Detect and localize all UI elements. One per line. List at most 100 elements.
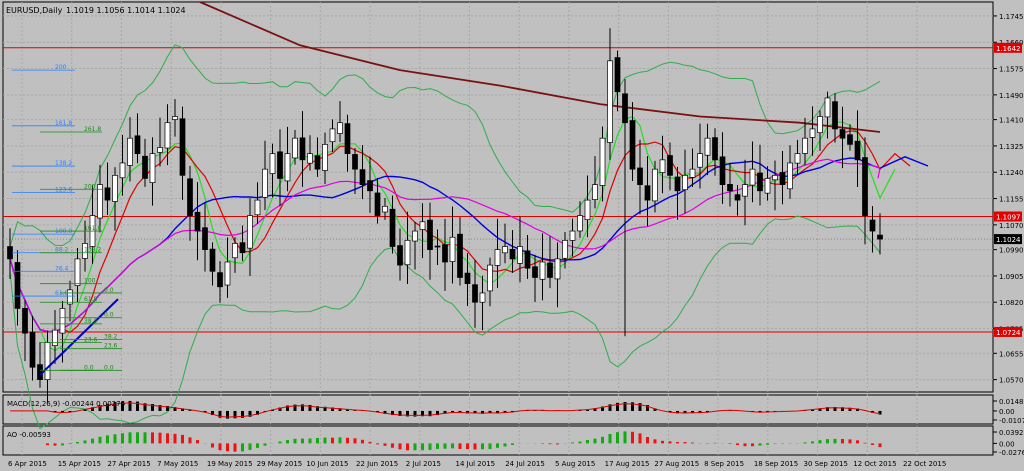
candle-body [697, 153, 703, 168]
candle-body [59, 308, 66, 334]
price-tag-label: 1.1097 [996, 214, 1021, 222]
candle-body [727, 184, 733, 192]
candle-body [442, 244, 448, 263]
candle-body [254, 199, 261, 216]
candle-body [772, 174, 778, 181]
candle-body [224, 261, 231, 286]
time-axis-label: 10 Jun 2015 [306, 460, 348, 468]
time-axis-label: 29 May 2015 [257, 460, 303, 468]
candle-body [562, 239, 568, 259]
candle-body [202, 227, 208, 250]
candle-body [622, 93, 628, 124]
ao-axis-label: 0.00 [999, 440, 1015, 448]
candle-body [142, 155, 148, 179]
fib-level-label: 23.6 [84, 336, 98, 343]
time-axis-label: 22 Jun 2015 [356, 460, 398, 468]
candle-body [367, 180, 373, 192]
candle-body [689, 168, 696, 178]
candle-body [734, 194, 741, 201]
candle-body [614, 57, 621, 93]
candle-body [502, 246, 508, 254]
fib-level-label: 100.0 [55, 228, 72, 235]
candle-body [569, 230, 576, 241]
candle-body [112, 174, 118, 202]
fib-level-label: 200 [55, 64, 67, 71]
time-axis-label: 17 Aug 2015 [605, 460, 650, 468]
candle-body [172, 116, 178, 120]
candle-body [494, 249, 501, 266]
candle-body [22, 308, 28, 334]
time-axis-label: 15 Apr 2015 [58, 460, 101, 468]
candle-body [652, 168, 658, 202]
candle-body [352, 154, 358, 170]
candle-body [374, 192, 381, 216]
candle-body [314, 155, 321, 170]
fib-level-label: 76.4 [55, 265, 69, 272]
candle-body [554, 258, 561, 280]
axis-tick-label: 1.1410 [999, 117, 1024, 125]
time-axis-label: 8 Sep 2015 [704, 460, 744, 468]
axis-tick-label: 1.0820 [999, 299, 1024, 307]
candle-body [749, 168, 756, 186]
fib-level-label: 138.2 [84, 247, 101, 254]
axis-tick-label: 1.0990 [999, 247, 1024, 255]
candle-body [539, 261, 546, 280]
candle-body [577, 215, 583, 232]
fib-level-label: 0.0 [84, 364, 94, 371]
fib-level-label: 23.6 [104, 343, 118, 350]
candle-body [659, 159, 666, 173]
candle-body [509, 248, 516, 260]
candle-body [764, 178, 771, 194]
candle-body [232, 243, 238, 259]
macd-panel-frame [2, 394, 994, 425]
candle-body [194, 211, 201, 232]
axis-tick-label: 1.0655 [999, 350, 1024, 358]
candle-body [742, 184, 748, 197]
fibonacci-levels: 200 161.8 138.2 123.6 100.0 88.2 76.4 61.8 261.8… [12, 64, 122, 376]
candle-body [472, 284, 478, 303]
price-tag-label: 1.0724 [996, 329, 1021, 337]
fib-level-label: 0.0 [104, 364, 114, 371]
candle-body [322, 144, 328, 171]
candle-body [427, 219, 433, 250]
current-price-tag [994, 234, 1022, 245]
candle-body [802, 137, 808, 154]
candle-body [464, 272, 471, 285]
macd-axis-label: -0.0107 [999, 417, 1024, 425]
candle-body [187, 178, 193, 216]
ohlc-readout: 1.1019 1.1056 1.1014 1.1024 [66, 6, 186, 15]
candle-body [847, 134, 853, 145]
moving-averages [9, 1, 929, 352]
candle-body [119, 162, 126, 179]
candles [7, 28, 883, 403]
candle-body [607, 60, 613, 143]
candle-body [479, 292, 486, 303]
candle-body [359, 169, 366, 185]
candle-body [667, 155, 673, 176]
candle-body [82, 243, 88, 259]
macd-axis-label: 0.00 [999, 408, 1015, 416]
axis-tick-label: 1.1240 [999, 169, 1024, 177]
candle-body [397, 245, 403, 266]
candle-body [517, 246, 523, 264]
fib-level-label: 123.6 [55, 186, 72, 193]
candle-body [757, 172, 763, 192]
candle-body [719, 156, 726, 185]
candle-body [434, 245, 441, 248]
candle-body [794, 153, 801, 164]
candle-body [599, 137, 606, 186]
candle-body [337, 122, 343, 134]
candle-body [412, 230, 418, 242]
axis-tick-label: 1.1490 [999, 92, 1024, 100]
time-axis-label: 2 Jul 2015 [406, 460, 441, 468]
candle-body [487, 264, 493, 292]
fib-level-label: 61.8 [55, 290, 69, 297]
price-tag [994, 211, 1022, 222]
candle-body [344, 123, 351, 155]
candle-body [404, 239, 411, 266]
candle-body [704, 137, 711, 156]
time-axis-label: 27 Apr 2015 [107, 460, 150, 468]
candle-body [787, 162, 793, 190]
